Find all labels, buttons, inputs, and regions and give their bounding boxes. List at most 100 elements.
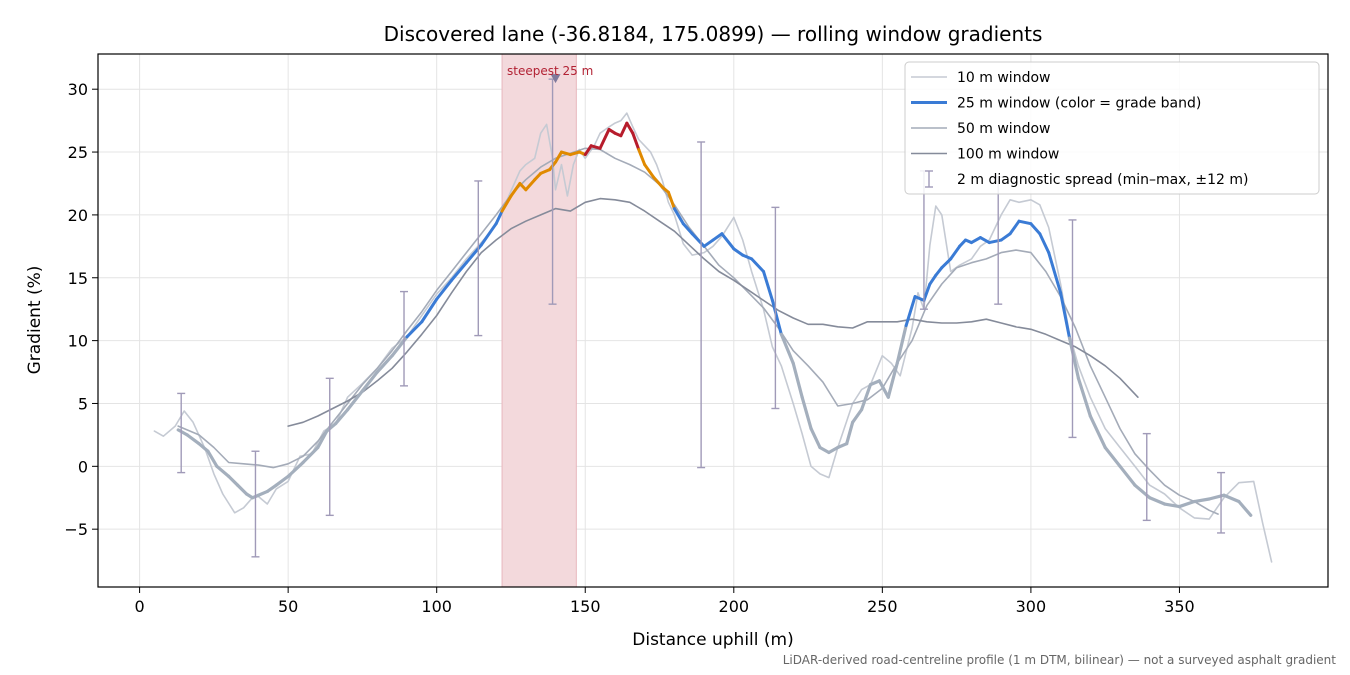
series-25m-segment <box>711 232 724 242</box>
series-25m-segment <box>1029 222 1042 236</box>
series-25m-segment <box>1222 493 1241 504</box>
series-25m-segment <box>969 236 982 245</box>
series-25m-segment <box>176 428 189 437</box>
series-25m-segment <box>791 361 804 399</box>
series-25m-segment <box>779 332 795 365</box>
series-25m-segment <box>934 266 944 277</box>
series-25m-segment <box>1088 414 1107 450</box>
x-tick-label: 200 <box>719 597 750 616</box>
chart-title: Discovered lane (-36.8184, 175.0899) — r… <box>384 22 1043 46</box>
series-25m-segment <box>420 297 439 324</box>
series-25m-segment <box>987 238 1003 245</box>
series-25m-segment <box>978 236 991 245</box>
series-25m-segment <box>185 433 201 446</box>
series-25m-segment <box>405 320 424 339</box>
series-25m-segment <box>583 144 593 157</box>
series-25m-segment <box>479 222 498 247</box>
series-25m-segment <box>1162 502 1182 509</box>
y-tick-label: 0 <box>78 457 88 476</box>
series-25m-segment <box>554 150 563 164</box>
series-group <box>153 112 1273 563</box>
series-25m-segment <box>286 460 305 478</box>
series-25m-segment <box>256 489 269 497</box>
series-25m-segment <box>625 121 635 135</box>
series-25m-segment <box>720 232 736 251</box>
legend-box <box>904 61 1320 195</box>
series-25m-segment <box>1192 497 1211 504</box>
series-25m-segment <box>1076 376 1092 418</box>
legend-entry-label: 10 m window <box>957 70 1050 86</box>
series-25m-segment <box>598 127 611 150</box>
series-25m-segment <box>559 150 572 157</box>
series-25m-segment <box>643 163 656 179</box>
series-25m-segment <box>1047 251 1063 295</box>
series-25m-segment <box>619 121 629 138</box>
series-25m-segment <box>750 257 766 273</box>
series-25m-segment <box>1017 219 1033 226</box>
series-25m-segment <box>1059 291 1072 340</box>
series-25m-segment <box>500 194 513 213</box>
x-tick-label: 250 <box>867 597 898 616</box>
series-25m-segment <box>1008 219 1021 236</box>
legend-entry-label: 2 m diagnostic spread (min–max, ±12 m) <box>957 172 1248 188</box>
series-25m-segment <box>809 427 822 450</box>
series-25m-segment <box>904 295 917 328</box>
series-25m-segment <box>818 445 831 455</box>
axes-frame <box>97 53 1329 588</box>
legend-entry-label: 50 m window <box>957 121 1050 137</box>
series-25m-segment <box>360 370 379 393</box>
series-25m-segment <box>999 232 1012 242</box>
series-25m-segment <box>770 298 783 336</box>
series-25m-segment <box>886 361 899 399</box>
legend-entry-label: 100 m window <box>957 147 1059 163</box>
x-tick-label: 150 <box>570 597 601 616</box>
series-25m-segment <box>509 181 522 198</box>
series-25m-segment <box>316 429 329 450</box>
series-25m-segment <box>666 190 676 211</box>
x-tick-label: 100 <box>421 597 452 616</box>
series-25m-segment <box>631 131 641 152</box>
steepest-marker-icon <box>550 74 561 84</box>
series-25m-segment <box>702 238 715 248</box>
series-25m-segment <box>827 445 840 455</box>
series-25m-segment <box>637 148 647 167</box>
series-25m-segment <box>206 449 219 468</box>
series-25m-segment <box>741 253 754 261</box>
series-25m-segment <box>762 269 774 302</box>
series-25m-segment <box>450 261 468 282</box>
series-25m-segment <box>334 408 350 426</box>
series-25m-segment <box>301 445 320 465</box>
y-tick-label: 5 <box>78 394 88 413</box>
series-25m-segment <box>895 323 908 365</box>
series-25m-segment <box>845 420 855 446</box>
series-25m-segment <box>922 282 932 302</box>
series-25m-segment <box>435 278 454 301</box>
series-25m-segment <box>1207 493 1226 501</box>
series-25m-segment <box>690 232 706 248</box>
series-25m-segment <box>732 247 745 257</box>
series-50m-line <box>177 147 1219 515</box>
series-25m-segment <box>589 144 602 150</box>
x-tick-label: 350 <box>1164 597 1195 616</box>
series-25m-segment <box>1237 499 1253 517</box>
legend: 10 m window 25 m window (color = grade ba… <box>904 61 1320 195</box>
series-25m-segment <box>868 379 881 387</box>
series-25m-segment <box>940 257 953 270</box>
plot-area: steepest 25 m 0 50 100 150 200 250 300 350 −5 0 5 10… <box>64 53 1329 616</box>
series-25m-segment <box>265 483 278 494</box>
series-25m-segment <box>494 209 504 226</box>
series-25m-segment <box>1103 445 1122 468</box>
series-25m-segment <box>877 379 890 399</box>
y-tick-label: 30 <box>68 80 88 99</box>
y-tick-label: −5 <box>64 520 88 539</box>
series-25m-segment <box>1177 499 1196 509</box>
series-25m-segment <box>913 295 926 302</box>
y-tick-label: 10 <box>68 332 88 351</box>
steepest-annotation: steepest 25 m <box>507 64 593 78</box>
x-axis-label: Distance uphill (m) <box>632 630 793 650</box>
series-25m-segment <box>851 408 864 424</box>
series-25m-segment <box>568 150 581 157</box>
series-25m-segment <box>464 243 483 265</box>
y-tick-label: 25 <box>68 143 88 162</box>
